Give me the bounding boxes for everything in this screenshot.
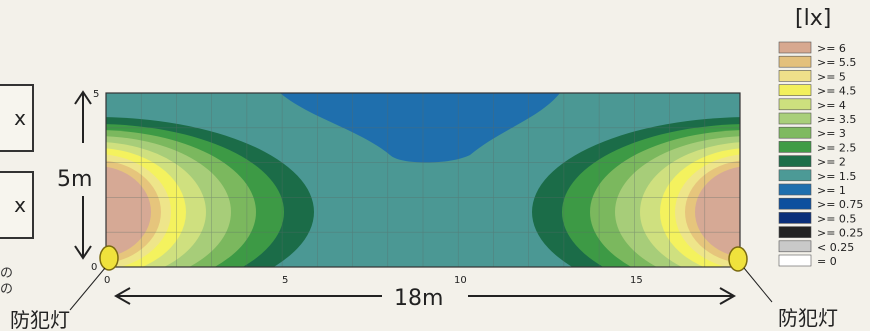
right-zone-6 (695, 166, 740, 258)
legend-label: = 0 (817, 255, 837, 268)
legend-swatch (778, 98, 812, 111)
left-lamp-zones (106, 117, 314, 267)
legend-swatch (778, 84, 812, 96)
legend: >= 6>= 5.5>= 5 >= 4.5>= 4>= 3.5>= 3>= 2.5… (778, 41, 863, 268)
legend-swatch (778, 169, 812, 182)
info-box-bottom: x (0, 171, 34, 239)
legend-label: >= 5.5 (817, 56, 856, 69)
legend-label: >= 0.75 (817, 198, 863, 211)
unit-label: [lx] (795, 6, 832, 31)
y-tick-origin: 0 (91, 262, 97, 273)
height-dimension-arrow (74, 90, 92, 260)
legend-swatch (778, 197, 812, 210)
plot-grid (106, 93, 740, 267)
legend-swatch (778, 141, 812, 153)
legend-label: >= 3 (817, 127, 846, 140)
legend-label: >= 0.25 (817, 227, 863, 240)
y-tick-top: 5 (93, 89, 99, 100)
legend-label: < 0.25 (817, 241, 854, 254)
legend-swatch (778, 126, 812, 139)
legend-swatch (778, 112, 812, 125)
lamp-right (728, 246, 748, 272)
x-tick-10: 10 (454, 275, 467, 286)
legend-label: >= 2.5 (817, 141, 856, 154)
lamp-left (99, 245, 119, 271)
contour-plot (106, 93, 740, 267)
x-tick-0: 0 (104, 275, 110, 286)
side-note-2: の (0, 282, 14, 297)
info-box-top: x (0, 84, 34, 152)
legend-label: >= 2 (817, 156, 846, 169)
legend-label: >= 6 (817, 42, 846, 55)
x-tick-5: 5 (282, 275, 288, 286)
box-unit-bottom: x (14, 193, 26, 217)
legend-label: >= 1 (817, 184, 846, 197)
legend-swatch (778, 55, 812, 68)
legend-swatch (778, 70, 812, 82)
legend-label: >= 1.5 (817, 170, 856, 183)
legend-swatch (778, 254, 812, 267)
width-dimension-arrow (113, 287, 737, 305)
legend-label: >= 4.5 (817, 85, 856, 98)
legend-label: >= 4 (817, 99, 846, 112)
legend-swatch (778, 41, 812, 54)
side-note-1: の (0, 266, 14, 281)
right-lamp-zones (532, 117, 740, 267)
legend-label: >= 5 (817, 70, 846, 83)
legend-swatch (778, 240, 812, 253)
lamp-label-left: 防犯灯 (10, 308, 70, 331)
legend-swatch (778, 226, 812, 238)
width-label: 18m (394, 286, 443, 311)
lamp-label-right: 防犯灯 (778, 306, 838, 330)
legend-label: >= 3.5 (817, 113, 856, 126)
legend-label: >= 0.5 (817, 212, 856, 225)
lamp-callout-right (743, 267, 773, 303)
lamp-callout-left (69, 267, 106, 311)
box-unit-top: x (14, 106, 26, 130)
legend-swatch (778, 212, 812, 224)
legend-swatch (778, 155, 812, 167)
x-tick-15: 15 (630, 275, 643, 286)
height-label: 5m (57, 167, 92, 192)
plot-frame (105, 92, 741, 268)
legend-swatch (778, 183, 812, 196)
left-zone-6 (106, 166, 151, 258)
